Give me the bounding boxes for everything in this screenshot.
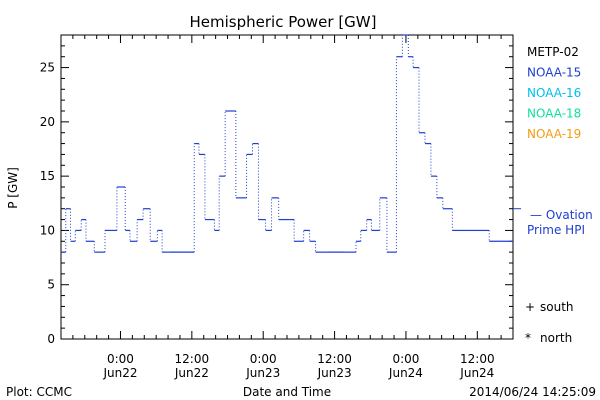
y-tick-label: 15 [40, 169, 55, 183]
y-tick-label: 10 [40, 223, 55, 237]
x-tick-label-time: 0:00 [392, 352, 419, 366]
legend-item: NOAA-16 [527, 86, 581, 100]
north-label: north [540, 331, 572, 345]
x-tick-label-date: Jun23 [317, 366, 352, 380]
x-tick-label-date: Jun24 [388, 366, 423, 380]
y-axis-label: P [GW] [6, 167, 20, 209]
hemisphere-key: + south * north [525, 300, 574, 345]
x-tick-label-time: 0:00 [107, 352, 134, 366]
legend-item: NOAA-18 [527, 107, 581, 121]
footer-credit: Plot: CCMC [6, 385, 72, 399]
series-layer [61, 34, 513, 253]
x-tick-label-date: Jun24 [459, 366, 494, 380]
y-tick-label: 0 [47, 332, 55, 346]
y-axis: 0 5 10 15 20 25 [40, 34, 513, 346]
x-tick-label-date: Jun22 [102, 366, 137, 380]
y-tick-label: 20 [40, 115, 55, 129]
x-axis: 0:00Jun2212:00Jun220:00Jun2312:00Jun230:… [60, 35, 514, 380]
x-tick-label-time: 12:00 [317, 352, 352, 366]
ovation-marker: — Ovation Prime HPI [513, 208, 593, 237]
ovation-label: — Ovation [530, 208, 593, 222]
plot-frame [60, 34, 514, 340]
y-tick-label: 25 [40, 61, 55, 75]
x-tick-label-time: 12:00 [175, 352, 210, 366]
x-tick-label-time: 0:00 [250, 352, 277, 366]
x-tick-label-time: 12:00 [460, 352, 495, 366]
x-tick-label-date: Jun22 [174, 366, 209, 380]
south-symbol: + [525, 300, 535, 314]
legend: METP-02 NOAA-15 NOAA-16 NOAA-18 NOAA-19 [527, 45, 581, 141]
north-symbol: * [525, 331, 531, 345]
x-tick-label-date: Jun23 [245, 366, 280, 380]
legend-item: NOAA-19 [527, 127, 581, 141]
y-tick-label: 5 [47, 278, 55, 292]
chart-title: Hemispheric Power [GW] [190, 13, 377, 31]
x-axis-label: Date and Time [243, 385, 331, 399]
legend-item: NOAA-15 [527, 66, 581, 80]
legend-item: METP-02 [527, 45, 579, 59]
footer-timestamp: 2014/06/24 14:25:09 [469, 385, 596, 399]
ovation-sublabel: Prime HPI [527, 223, 585, 237]
series-noaa-15 [61, 34, 513, 253]
south-label: south [540, 300, 574, 314]
